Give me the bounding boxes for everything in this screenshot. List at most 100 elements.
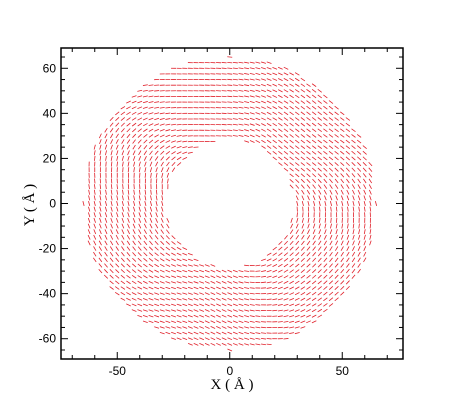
- vector-arrow: [193, 269, 199, 273]
- vector-arrow: [272, 275, 278, 278]
- vector-arrow: [363, 195, 366, 201]
- vector-arrow: [138, 155, 142, 161]
- vector-arrow: [345, 274, 350, 279]
- vector-arrow: [216, 331, 221, 335]
- vector-arrow: [193, 292, 199, 295]
- vector-arrow: [121, 223, 125, 229]
- vector-arrow: [311, 291, 317, 296]
- vector-arrow: [109, 269, 114, 274]
- vector-arrow: [300, 297, 306, 301]
- vector-arrow: [148, 139, 154, 144]
- vector-arrow: [255, 343, 261, 346]
- vector-arrow: [323, 184, 328, 189]
- vector-arrow: [193, 309, 199, 312]
- vector-arrow: [369, 195, 372, 201]
- vector-arrow: [249, 134, 255, 138]
- vector-arrow: [306, 139, 311, 144]
- vector-arrow: [148, 303, 154, 307]
- vector-arrow: [345, 280, 350, 285]
- vector-arrow: [204, 297, 210, 301]
- vector-arrow: [289, 167, 294, 172]
- vector-arrow: [272, 117, 278, 121]
- vector-arrow: [176, 309, 182, 312]
- vector-arrow: [138, 217, 142, 223]
- vector-arrow: [199, 326, 205, 329]
- vector-arrow: [283, 298, 289, 301]
- vector-arrow: [312, 184, 316, 189]
- vector-arrow: [266, 145, 272, 149]
- vector-arrow: [312, 269, 317, 274]
- vector-arrow: [93, 251, 97, 257]
- vector-arrow: [328, 280, 334, 285]
- vector-arrow: [335, 234, 338, 240]
- vector-arrow: [204, 331, 210, 335]
- vector-arrow: [295, 246, 300, 251]
- vector-arrow: [142, 101, 148, 104]
- vector-arrow: [266, 117, 272, 121]
- vector-arrow: [155, 201, 158, 206]
- vector-arrow: [261, 145, 266, 149]
- vector-arrow: [137, 303, 143, 307]
- vector-arrow: [93, 223, 97, 229]
- vector-arrow: [216, 269, 221, 273]
- vector-arrow: [368, 167, 373, 172]
- vector-arrow: [272, 286, 278, 290]
- vector-arrow: [171, 298, 176, 301]
- vector-arrow: [216, 326, 221, 329]
- vector-arrow: [272, 150, 277, 155]
- vector-arrow: [306, 269, 311, 274]
- vector-arrow: [210, 275, 216, 279]
- vector-arrow: [154, 269, 160, 273]
- vector-arrow: [313, 217, 315, 223]
- vector-arrow: [249, 292, 255, 295]
- vector-arrow: [340, 240, 344, 246]
- vector-arrow: [148, 320, 154, 323]
- vector-arrow: [182, 331, 188, 335]
- vector-arrow: [362, 150, 367, 155]
- vector-arrow: [300, 173, 306, 178]
- vector-arrow: [341, 195, 344, 201]
- vector-arrow: [283, 134, 289, 138]
- vector-arrow: [306, 234, 311, 240]
- vector-arrow: [363, 251, 367, 257]
- vector-arrow: [99, 212, 102, 218]
- vector-arrow: [103, 274, 109, 279]
- vector-arrow: [255, 89, 261, 92]
- vector-arrow: [160, 246, 165, 251]
- vector-arrow: [323, 240, 327, 246]
- vector-arrow: [133, 195, 136, 201]
- vector-arrow: [232, 123, 238, 126]
- vector-arrow: [328, 134, 334, 138]
- vector-arrow: [148, 246, 154, 251]
- vector-arrow: [132, 139, 136, 144]
- vector-arrow: [126, 122, 131, 127]
- vector-arrow: [165, 298, 171, 301]
- vector-arrow: [221, 275, 227, 279]
- vector-arrow: [311, 145, 317, 149]
- vector-arrow: [317, 134, 322, 138]
- vector-arrow: [166, 161, 170, 167]
- vector-arrow: [104, 257, 108, 263]
- vector-arrow: [104, 229, 108, 235]
- vector-arrow: [154, 101, 160, 103]
- vector-arrow: [351, 162, 356, 167]
- vector-arrow: [137, 100, 143, 104]
- vector-arrow: [187, 264, 193, 267]
- vector-arrow: [294, 94, 300, 99]
- vector-arrow: [289, 89, 294, 93]
- vector-arrow: [260, 281, 267, 284]
- vector-arrow: [295, 162, 300, 166]
- vector-arrow: [260, 332, 267, 334]
- vector-arrow: [266, 89, 272, 93]
- vector-arrow: [122, 161, 124, 167]
- vector-arrow: [148, 134, 154, 138]
- vector-arrow: [272, 66, 278, 70]
- vector-arrow: [334, 173, 339, 178]
- vector-arrow: [244, 320, 250, 323]
- vector-arrow: [154, 156, 159, 161]
- vector-arrow: [193, 264, 199, 267]
- vector-arrow: [144, 201, 147, 206]
- vector-arrow: [150, 172, 152, 178]
- vector-arrow: [300, 286, 306, 290]
- vector-arrow: [109, 251, 114, 257]
